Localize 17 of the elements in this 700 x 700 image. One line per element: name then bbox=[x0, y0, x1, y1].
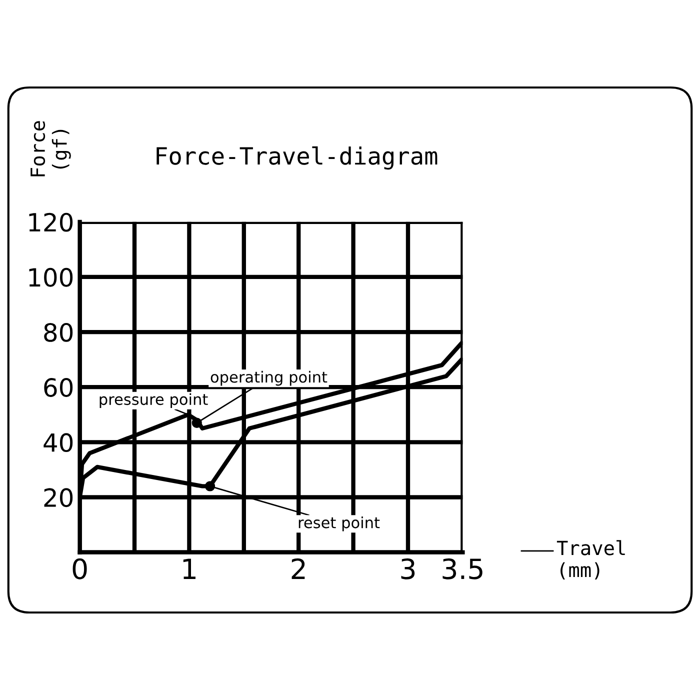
chart-title: Force-Travel-diagram bbox=[156, 146, 438, 170]
y-tick-label: 100 bbox=[29, 268, 73, 287]
annotation: pressure point bbox=[100, 393, 208, 408]
annotation: operating point bbox=[210, 370, 328, 386]
x-tick-label: 3 bbox=[401, 558, 415, 580]
y-tick-label: 40 bbox=[44, 433, 73, 452]
y-tick-label: 80 bbox=[44, 322, 73, 342]
x-axis-title: Travel (mm) bbox=[556, 540, 625, 580]
x-tick-label: 1 bbox=[183, 558, 196, 579]
annotation: reset point bbox=[298, 516, 380, 532]
y-axis-title: Force (gf) bbox=[30, 121, 71, 176]
x-tick-label: 2 bbox=[292, 558, 305, 579]
y-tick-label: 120 bbox=[29, 212, 73, 232]
y-tick-label: 20 bbox=[44, 488, 73, 508]
x-tick-label: 3.5 bbox=[442, 558, 482, 580]
x-tick-label: 0 bbox=[72, 558, 87, 580]
y-tick-label: 60 bbox=[44, 378, 73, 397]
